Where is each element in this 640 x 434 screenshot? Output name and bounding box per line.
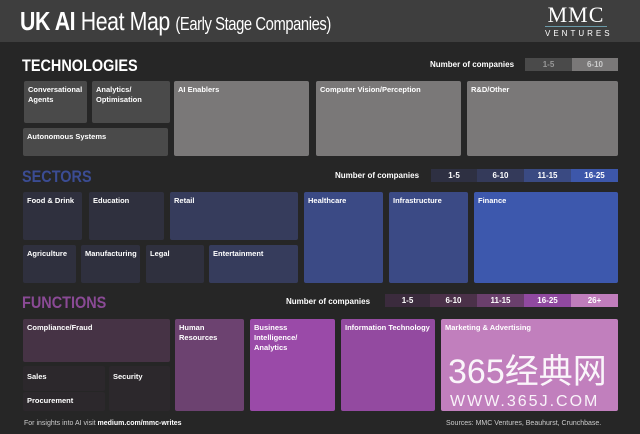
tile-ai-enablers: AI Enablers	[174, 81, 309, 156]
sectors-title: SECTORS	[22, 167, 92, 186]
legend-16-25: 16-25	[571, 169, 618, 182]
header-bar	[0, 0, 640, 42]
footer-insights: For insights into AI visit medium.com/mm…	[24, 419, 182, 428]
tile-information-technology: Information Technology	[341, 319, 435, 411]
tile-sales: Sales	[23, 366, 105, 391]
tile-human-resources: Human Resources	[175, 319, 244, 411]
functions-title: FUNCTIONS	[22, 293, 107, 312]
legend-6-10: 6-10	[430, 294, 477, 307]
tile-entertainment: Entertainment	[209, 245, 298, 283]
title-rest: Heat Map	[80, 6, 171, 36]
title-bold: UK AI	[20, 6, 76, 36]
tile-analytics: Analytics/ Optimisation	[92, 81, 170, 123]
tile-rd-other: R&D/Other	[467, 81, 618, 156]
tile-legal: Legal	[146, 245, 204, 283]
logo-main: MMC	[545, 4, 607, 27]
subtitle: (Early Stage Companies)	[175, 14, 331, 34]
sectors-legend-label: Number of companies	[335, 171, 420, 180]
legend-26-plus: 26+	[571, 294, 618, 307]
legend-1-5: 1-5	[385, 294, 430, 307]
functions-legend-label: Number of companies	[286, 297, 371, 306]
watermark: 365经典网	[448, 353, 607, 391]
legend-1-5: 1-5	[525, 58, 572, 71]
tile-autonomous-systems: Autonomous Systems	[23, 128, 168, 156]
tile-procurement: Procurement	[23, 392, 105, 411]
tile-retail: Retail	[170, 192, 298, 240]
footer-prefix: For insights into AI visit	[24, 420, 98, 427]
footer-link[interactable]: medium.com/mmc-writes	[97, 420, 182, 427]
tile-finance: Finance	[474, 192, 618, 283]
page-title: UK AI Heat Map (Early Stage Companies)	[20, 6, 331, 37]
mmc-logo: MMC VENTURES	[545, 4, 613, 38]
legend-11-15: 11-15	[524, 169, 571, 182]
tile-computer-vision: Computer Vision/Perception	[316, 81, 461, 156]
technologies-title: TECHNOLOGIES	[22, 56, 138, 75]
tile-security: Security	[109, 366, 170, 411]
legend-6-10: 6-10	[572, 58, 618, 71]
tile-conversational-agents: Conversational Agents	[24, 81, 87, 123]
tile-compliance-fraud: Compliance/Fraud	[23, 319, 170, 362]
tile-agriculture: Agriculture	[23, 245, 76, 283]
legend-11-15: 11-15	[477, 294, 524, 307]
tile-manufacturing: Manufacturing	[81, 245, 140, 283]
tile-infrastructure: Infrastructure	[389, 192, 468, 283]
tile-marketing-advertising: Marketing & Advertising	[441, 319, 618, 411]
tile-business-intelligence: Business Intelligence/ Analytics	[250, 319, 335, 411]
logo-sub: VENTURES	[545, 29, 613, 38]
tile-education: Education	[89, 192, 164, 240]
tile-food-drink: Food & Drink	[23, 192, 82, 240]
technologies-legend-label: Number of companies	[430, 60, 515, 69]
watermark-url: WWW.365J.COM	[450, 393, 600, 410]
tile-healthcare: Healthcare	[304, 192, 383, 283]
footer-sources: Sources: MMC Ventures, Beauhurst, Crunch…	[446, 420, 602, 427]
legend-16-25: 16-25	[524, 294, 571, 307]
legend-1-5: 1-5	[431, 169, 477, 182]
legend-6-10: 6-10	[477, 169, 524, 182]
